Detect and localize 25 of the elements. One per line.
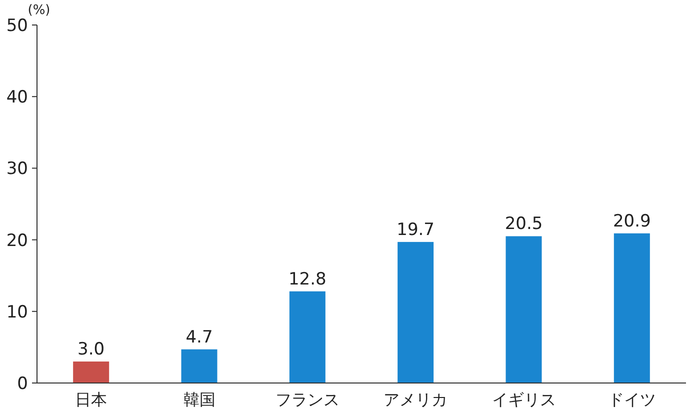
y-tick-label: 40 xyxy=(6,88,28,108)
data-label: 4.7 xyxy=(186,327,213,348)
bar xyxy=(181,349,218,383)
x-tick-label: イギリス xyxy=(492,390,556,409)
y-tick-label: 30 xyxy=(6,159,28,180)
bar xyxy=(73,362,110,383)
y-tick-label: 10 xyxy=(6,302,28,322)
data-label: 3.0 xyxy=(78,340,105,360)
x-tick-label: 韓国 xyxy=(183,390,216,409)
data-label: 12.8 xyxy=(288,269,326,290)
data-label: 20.5 xyxy=(504,214,543,234)
bar xyxy=(289,291,326,383)
y-axis-title: (%) xyxy=(28,3,50,18)
bar xyxy=(398,242,434,383)
data-label: 20.9 xyxy=(612,211,651,232)
y-tick-label: 20 xyxy=(6,230,28,251)
x-tick-label: 日本 xyxy=(75,390,108,409)
x-tick-label: フランス xyxy=(275,390,340,409)
x-tick-label: アメリカ xyxy=(384,390,448,409)
y-tick-label: 50 xyxy=(6,16,28,36)
bar xyxy=(614,233,650,383)
x-tick-label: ドイツ xyxy=(608,390,656,409)
data-label: 19.7 xyxy=(396,220,435,240)
bar xyxy=(506,236,542,383)
y-tick-label: 0 xyxy=(17,374,28,394)
